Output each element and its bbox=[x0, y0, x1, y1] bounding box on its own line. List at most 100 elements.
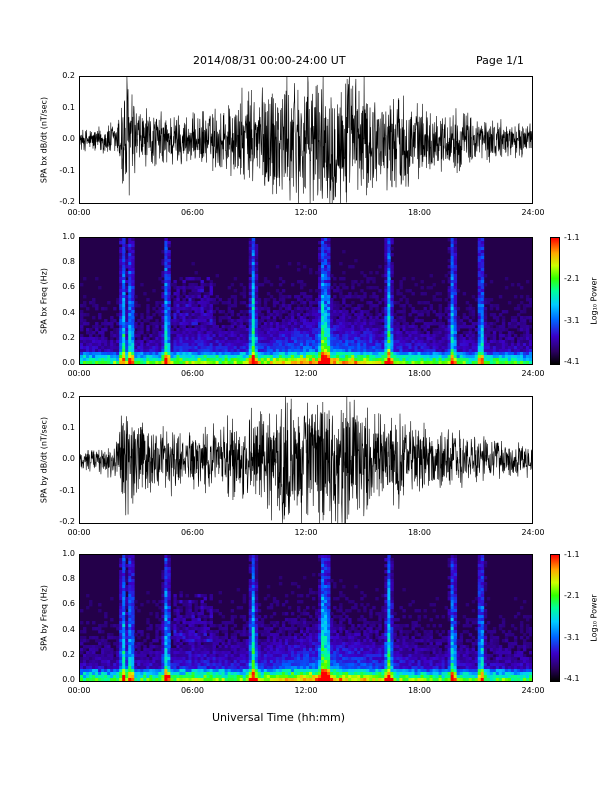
spectrogram-cell bbox=[375, 319, 379, 323]
spectrogram-cell bbox=[366, 355, 370, 359]
spectrogram-cell bbox=[393, 331, 397, 335]
spectrogram-cell bbox=[191, 262, 195, 266]
spectrogram-cell bbox=[92, 337, 96, 341]
spectrogram-cell bbox=[375, 328, 379, 332]
spectrogram-cell bbox=[306, 307, 310, 311]
spectrogram-cell bbox=[98, 325, 102, 329]
spectrogram-cell bbox=[450, 250, 455, 254]
spectrogram-cell bbox=[260, 630, 265, 634]
spectrogram-cell bbox=[480, 295, 485, 299]
spectrogram-cell bbox=[122, 558, 126, 562]
spectrogram-cell bbox=[453, 328, 458, 332]
spectrogram-cell bbox=[119, 588, 123, 592]
spectrogram-cell bbox=[182, 358, 186, 362]
spectrogram-cell bbox=[110, 633, 114, 637]
spectrogram-cell bbox=[245, 316, 250, 320]
spectrogram-cell bbox=[116, 645, 120, 649]
spectrogram-cell bbox=[191, 666, 195, 670]
spectrogram-cell bbox=[203, 304, 207, 308]
spectrogram-cell bbox=[122, 651, 126, 655]
spectrogram-cell bbox=[188, 334, 192, 338]
spectrogram-cell bbox=[200, 310, 204, 314]
spectrogram-cell bbox=[477, 253, 482, 257]
spectrogram-cell bbox=[306, 328, 310, 332]
spectrogram-cell bbox=[275, 325, 280, 329]
spectrogram-cell bbox=[435, 343, 439, 347]
spectrogram-cell bbox=[227, 331, 232, 335]
spectrogram-cell bbox=[119, 600, 123, 604]
spectrogram-cell bbox=[80, 669, 84, 673]
spectrogram-cell bbox=[363, 292, 367, 296]
spectrogram-cell bbox=[227, 642, 232, 646]
spectrogram-cell bbox=[333, 334, 337, 338]
spectrogram-cell bbox=[417, 340, 421, 344]
spectrogram-cell bbox=[167, 570, 171, 574]
spectrogram-cell bbox=[230, 618, 235, 622]
spectrogram-cell bbox=[342, 352, 346, 356]
spectrogram-cell bbox=[447, 307, 452, 311]
spectrogram-cell bbox=[200, 636, 204, 640]
spectrogram-cell bbox=[98, 313, 102, 317]
spectrogram-cell bbox=[275, 337, 280, 341]
spectrogram-cell bbox=[119, 307, 123, 311]
spectrogram-cell bbox=[260, 633, 265, 637]
spectrogram-cell bbox=[251, 331, 256, 335]
spectrogram-cell bbox=[122, 594, 126, 598]
spectrogram-cell bbox=[348, 325, 352, 329]
spectrogram-cell bbox=[248, 322, 253, 326]
spectrogram-cell bbox=[206, 328, 210, 332]
spectrogram-cell bbox=[122, 310, 126, 314]
spectrogram-cell bbox=[378, 361, 382, 364]
spectrogram-cell bbox=[218, 310, 223, 314]
spectrogram-cell bbox=[248, 600, 253, 604]
spectrogram-cell bbox=[339, 313, 343, 317]
spectrogram-cell bbox=[83, 304, 87, 308]
spectrogram-cell bbox=[125, 618, 129, 622]
spectrogram-cell bbox=[399, 337, 403, 341]
spectrogram-cell bbox=[203, 313, 207, 317]
spectrogram-cell bbox=[333, 277, 337, 281]
spectrogram-cell bbox=[360, 337, 364, 341]
spectrogram-cell bbox=[492, 349, 497, 353]
spectrogram-cell bbox=[510, 361, 515, 364]
spectrogram-cell bbox=[278, 298, 283, 302]
spectrogram-cell bbox=[230, 337, 235, 341]
spectrogram-cell bbox=[354, 325, 358, 329]
spectrogram-cell bbox=[312, 331, 316, 335]
spectrogram-cell bbox=[342, 337, 346, 341]
spectrogram-cell bbox=[125, 262, 129, 266]
spectrogram-cell bbox=[215, 651, 220, 655]
spectrogram-cell bbox=[426, 325, 430, 329]
spectrogram-cell bbox=[315, 319, 319, 323]
spectrogram-cell bbox=[447, 292, 452, 296]
spectrogram-cell bbox=[212, 666, 216, 670]
spectrogram-cell bbox=[327, 301, 331, 305]
spectrogram-cell bbox=[92, 657, 96, 661]
spectrogram-cell bbox=[206, 319, 210, 323]
spectrogram-cell bbox=[275, 331, 280, 335]
spectrogram-cell bbox=[321, 238, 325, 242]
spectrogram-cell bbox=[164, 618, 168, 622]
spectrogram-cell bbox=[101, 346, 105, 350]
spectrogram-cell bbox=[450, 337, 455, 341]
spectrogram-cell bbox=[254, 558, 259, 562]
spectrogram-cell bbox=[447, 328, 452, 332]
spectrogram-cell bbox=[164, 642, 168, 646]
spectrogram-cell bbox=[287, 304, 292, 308]
spectrogram-cell bbox=[254, 567, 259, 571]
spectrogram-cell bbox=[200, 639, 204, 643]
spectrogram-cell bbox=[167, 642, 171, 646]
spectrogram-cell bbox=[272, 660, 277, 664]
spectrogram-cell bbox=[167, 594, 171, 598]
spectrogram-cell bbox=[327, 259, 331, 263]
spectrogram-cell bbox=[155, 352, 159, 356]
spectrogram-cell bbox=[164, 361, 168, 364]
spectrogram-cell bbox=[119, 624, 123, 628]
spectrogram-cell bbox=[251, 310, 256, 314]
spectrogram-cell bbox=[299, 301, 304, 305]
spectrogram-cell bbox=[233, 648, 238, 652]
spectrogram-cell bbox=[128, 238, 132, 242]
spectrogram-cell bbox=[167, 304, 171, 308]
spectrogram-cell bbox=[309, 340, 313, 344]
spectrogram-cell bbox=[80, 304, 84, 308]
